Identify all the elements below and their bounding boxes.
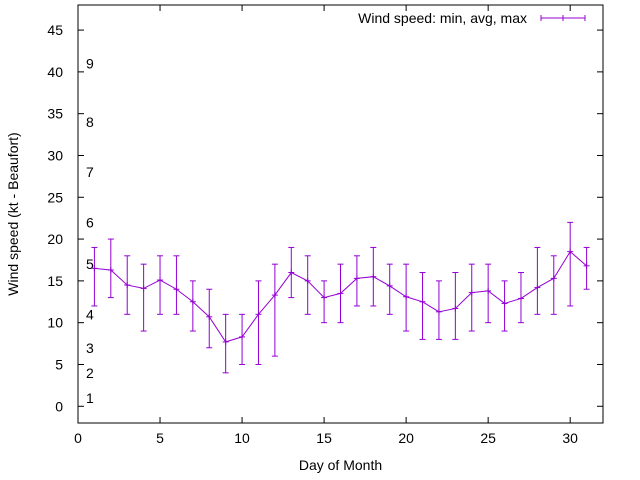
y-tick-label-8: 40 xyxy=(47,64,63,80)
beaufort-label-4: 4 xyxy=(86,306,94,322)
data-point xyxy=(222,338,229,345)
data-point xyxy=(304,277,311,284)
beaufort-scale-labels: 1 2 3 4 5 6 7 8 9 xyxy=(86,56,94,406)
data-point xyxy=(288,269,295,276)
data-point xyxy=(206,313,213,320)
data-point xyxy=(452,305,459,312)
data-point xyxy=(337,290,344,297)
error-bar xyxy=(321,280,328,324)
error-bar xyxy=(386,263,393,315)
y-tick-label-9: 45 xyxy=(47,22,63,38)
data-point xyxy=(189,298,196,305)
data-point xyxy=(271,292,278,299)
x-tick-label-6: 30 xyxy=(562,430,578,446)
beaufort-label-1: 1 xyxy=(86,390,94,406)
data-point xyxy=(517,295,524,302)
error-bar xyxy=(173,255,180,315)
y-tick-label-0: 0 xyxy=(55,398,63,414)
y-tick-label-6: 30 xyxy=(47,147,63,163)
data-point xyxy=(468,289,475,296)
data-point xyxy=(173,286,180,293)
error-bar xyxy=(567,221,574,307)
error-bar xyxy=(419,272,426,340)
data-point xyxy=(239,333,246,340)
series-layer xyxy=(91,221,590,374)
data-point xyxy=(107,267,114,274)
data-point xyxy=(255,311,262,318)
beaufort-label-9: 9 xyxy=(86,56,94,72)
beaufort-label-2: 2 xyxy=(86,365,94,381)
beaufort-label-8: 8 xyxy=(86,114,94,130)
plot-frame xyxy=(77,4,604,424)
y-tick-label-3: 15 xyxy=(47,273,63,289)
data-point xyxy=(501,300,508,307)
x-tick-label-2: 10 xyxy=(234,430,250,446)
data-point xyxy=(140,285,147,292)
data-point xyxy=(534,284,541,291)
legend-label-series-1: Wind speed: min, avg, max xyxy=(358,10,527,26)
error-bar xyxy=(550,255,557,315)
data-point xyxy=(567,248,574,255)
error-bar xyxy=(91,246,98,307)
x-tick-label-5: 25 xyxy=(480,430,496,446)
beaufort-label-5: 5 xyxy=(86,256,94,272)
x-tick-label-3: 15 xyxy=(316,430,332,446)
beaufort-label-7: 7 xyxy=(86,164,94,180)
x-tick-label-4: 20 xyxy=(398,430,414,446)
x-tick-label-0: 0 xyxy=(74,430,82,446)
data-point xyxy=(353,275,360,282)
error-bar xyxy=(255,280,262,365)
error-bar xyxy=(140,263,147,332)
y-tick-label-4: 20 xyxy=(47,231,63,247)
data-point xyxy=(435,308,442,315)
error-bar xyxy=(468,263,475,332)
error-bar xyxy=(534,246,541,315)
data-point xyxy=(124,282,131,289)
legend: Wind speed: min, avg, max xyxy=(358,10,586,26)
x-tick-label-1: 5 xyxy=(156,430,164,446)
data-point xyxy=(321,294,328,301)
data-point xyxy=(403,293,410,300)
data-point xyxy=(419,298,426,305)
error-bar xyxy=(157,255,164,315)
x-axis-title: Day of Month xyxy=(299,457,382,473)
error-bar xyxy=(189,280,196,332)
data-point xyxy=(370,273,377,280)
data-point xyxy=(550,275,557,282)
y-tick-label-7: 35 xyxy=(47,106,63,122)
data-point xyxy=(485,287,492,294)
y-tick-label-5: 25 xyxy=(47,189,63,205)
data-point xyxy=(157,277,164,284)
y-tick-label-1: 5 xyxy=(55,356,63,372)
beaufort-label-3: 3 xyxy=(86,340,94,356)
data-point xyxy=(386,282,393,289)
data-point xyxy=(91,265,98,272)
y-tick-label-2: 10 xyxy=(47,315,63,331)
y-axis-title: Wind speed (kt - Beaufort) xyxy=(5,132,21,295)
data-point xyxy=(583,262,590,269)
error-bar xyxy=(271,263,278,357)
beaufort-label-6: 6 xyxy=(86,214,94,230)
error-bar xyxy=(304,255,311,315)
